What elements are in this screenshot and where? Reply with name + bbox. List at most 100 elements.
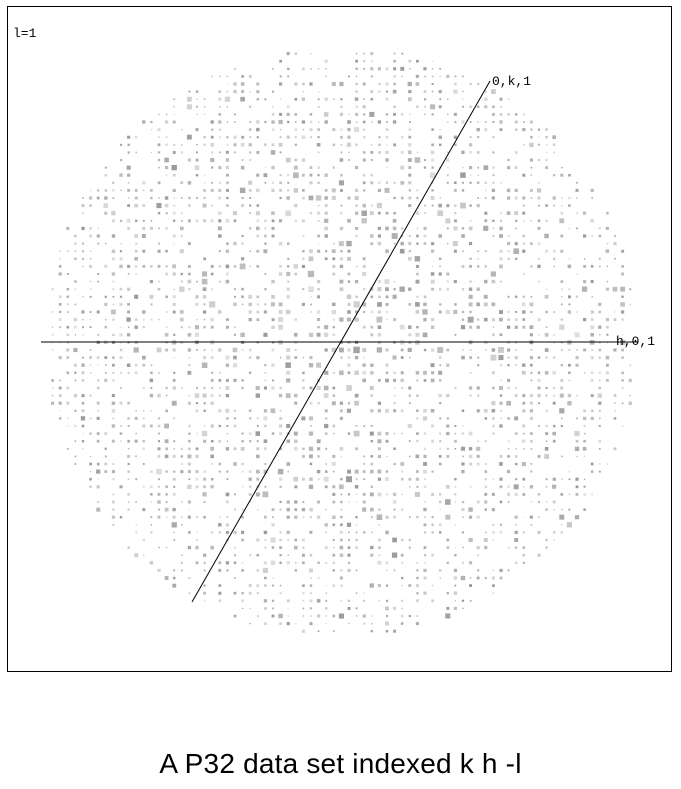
diffraction-spot [575,477,579,481]
diffraction-spot [416,470,419,473]
diffraction-spot [203,219,206,223]
diffraction-spot [277,468,284,475]
diffraction-spot [127,189,130,192]
diffraction-spot [287,280,289,283]
diffraction-spot [142,265,146,268]
diffraction-spot [439,493,442,496]
diffraction-spot [89,264,93,268]
diffraction-spot [392,294,397,299]
diffraction-spot [59,417,62,420]
diffraction-spot [180,280,183,283]
diffraction-spot [127,508,130,511]
diffraction-spot [164,157,169,163]
diffraction-spot [195,158,199,162]
diffraction-spot [490,271,496,277]
diffraction-spot [104,302,108,306]
diffraction-spot [499,249,503,253]
diffraction-spot [362,325,366,329]
diffraction-spot [499,401,503,405]
diffraction-spot [500,219,502,222]
diffraction-spot [416,417,419,420]
diffraction-spot [332,371,335,374]
diffraction-spot [363,189,366,192]
diffraction-spot [211,151,213,154]
diffraction-spot [552,356,556,359]
diffraction-spot [293,476,299,482]
diffraction-spot [523,144,525,146]
diffraction-spot [286,370,291,375]
diffraction-spot [119,158,123,162]
diffraction-spot [112,280,115,283]
diffraction-spot [385,477,389,482]
diffraction-spot [416,394,419,397]
diffraction-spot [287,257,290,260]
diffraction-spot [325,623,327,625]
diffraction-spot [606,363,609,367]
diffraction-spot [287,67,290,70]
diffraction-spot [446,561,449,564]
diffraction-spot [89,326,92,329]
diffraction-spot [96,469,101,474]
diffraction-spot [629,303,631,306]
diffraction-spot [218,250,221,253]
diffraction-spot [385,606,389,611]
diffraction-spot [218,196,222,200]
diffraction-spot [346,522,352,527]
diffraction-spot [104,173,108,177]
diffraction-spot [348,159,350,161]
diffraction-spot [256,447,260,451]
diffraction-spot [248,75,252,78]
diffraction-spot [376,347,382,353]
diffraction-spot [393,569,396,572]
diffraction-spot [158,136,160,138]
diffraction-spot [286,295,290,299]
diffraction-spot [499,257,503,261]
diffraction-spot [179,317,184,322]
diffraction-spot [423,98,427,101]
diffraction-spot [73,347,78,353]
diffraction-spot [309,249,313,253]
diffraction-spot [514,416,519,421]
diffraction-spot [514,196,518,200]
diffraction-spot [241,295,244,298]
diffraction-spot [476,515,480,519]
diffraction-spot [590,333,594,337]
diffraction-spot [353,301,360,308]
diffraction-spot [332,326,335,329]
diffraction-spot [560,303,563,306]
diffraction-spot [74,280,77,283]
diffraction-spot [256,90,260,94]
diffraction-spot [591,235,593,237]
diffraction-spot [256,120,260,124]
diffraction-spot [226,417,229,420]
diffraction-spot [521,462,526,467]
diffraction-spot [126,363,131,367]
diffraction-spot [468,226,473,231]
diffraction-spot [241,379,244,382]
diffraction-spot [537,530,541,534]
diffraction-spot [89,477,92,481]
diffraction-spot [545,204,548,207]
diffraction-spot [530,197,533,199]
diffraction-spot [188,272,191,276]
diffraction-spot [370,409,374,413]
diffraction-spot [439,364,442,367]
diffraction-spot [447,167,449,169]
diffraction-spot [492,424,495,428]
diffraction-spot [211,182,213,184]
diffraction-spot [446,272,450,276]
diffraction-spot [332,128,336,132]
diffraction-spot [362,82,366,86]
diffraction-spot [507,501,510,503]
diffraction-spot [149,378,154,383]
diffraction-spot [431,439,435,443]
diffraction-spot [476,127,480,132]
diffraction-spot [416,105,419,108]
diffraction-spot [523,220,525,222]
diffraction-spot [172,515,176,519]
diffraction-spot [325,592,327,594]
diffraction-spot [422,416,428,421]
diffraction-spot [309,454,313,459]
diffraction-spot [393,288,396,291]
diffraction-spot [127,303,130,306]
